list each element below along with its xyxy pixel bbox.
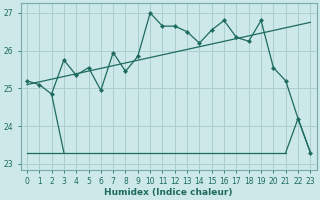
X-axis label: Humidex (Indice chaleur): Humidex (Indice chaleur)	[104, 188, 233, 197]
